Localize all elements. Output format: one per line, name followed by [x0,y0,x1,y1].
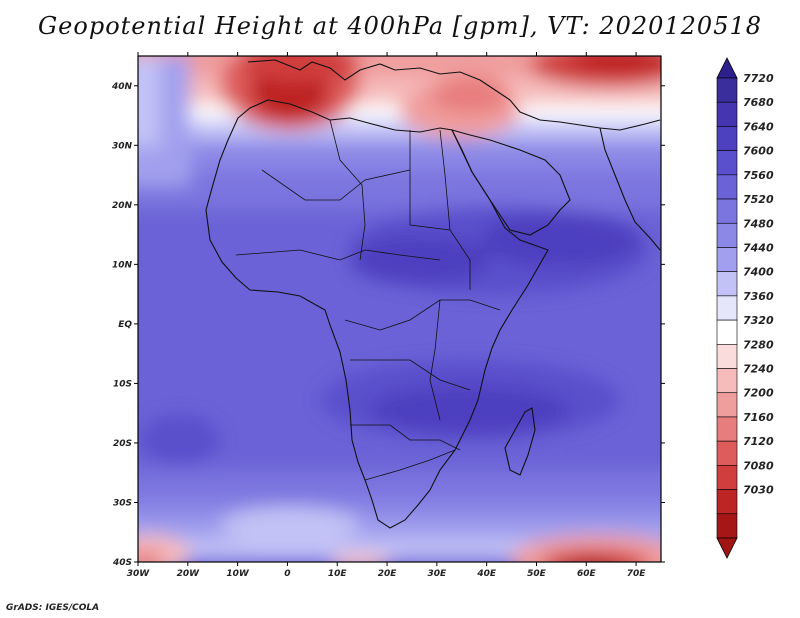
lon-label: 60E [577,569,597,579]
map-frame [137,55,662,563]
colorbar-swatch [716,319,738,345]
colorbar-swatch [716,198,738,224]
lon-label: 20E [378,569,398,579]
map-title: Geopotential Height at 400hPa [gpm], VT:… [38,12,762,40]
colorbar-label: 7520 [743,193,774,206]
lon-label: 10E [328,569,348,579]
longitude-labels: 30W 20W 10W 0 10E 20E 30E 40E 50E 60E 70E [127,569,647,579]
colorbar-swatch [716,392,738,418]
colorbar-swatch [716,126,738,151]
colorbar: 7720 7680 7640 7600 7560 7520 7480 7440 7400 7360… [716,57,774,559]
colorbar-top-arrow [716,57,738,79]
colorbar-swatch [716,416,738,442]
lat-label: EQ [118,320,132,330]
colorbar-label: 7680 [743,96,774,109]
lat-label: 30N [112,141,133,151]
colorbar-label: 7440 [743,241,774,254]
colorbar-swatch [716,295,738,321]
colorbar-swatch [716,440,738,466]
lon-label: 20W [177,569,201,579]
latitude-labels: 40N 30N 20N 10N EQ 10S 20S 30S 40S [111,82,133,568]
country-borders [235,119,501,481]
lon-label: 30E [428,569,448,579]
colorbar-swatch [716,247,738,272]
colorbar-label: 7480 [743,217,774,230]
lat-label: 40N [111,82,133,92]
lon-label: 10W [226,569,250,579]
colorbar-label: 7600 [743,145,774,158]
colorbar-swatch [716,513,738,539]
lon-label: 30W [127,569,151,579]
colorbar-bottom-arrow [716,537,738,559]
colorbar-label: 7080 [743,459,774,472]
colorbar-label: 7560 [743,169,774,182]
colorbar-label: 7030 [743,484,774,497]
colorbar-swatch [716,77,738,103]
height-field [138,56,661,562]
lon-label: 70E [627,569,647,579]
colorbar-label: 7640 [743,120,774,133]
colorbar-swatch [716,174,738,200]
lon-label: 50E [527,569,547,579]
colorbar-label: 7240 [743,363,774,376]
lat-label: 10S [113,379,132,389]
lat-label: 30S [113,498,132,508]
lon-label: 0 [284,569,290,579]
coastlines [205,59,661,529]
colorbar-label: 7200 [743,387,774,400]
colorbar-label: 7320 [743,314,774,327]
lat-label: 10N [112,260,133,270]
lat-label: 40S [112,558,132,568]
colorbar-swatch [716,150,738,176]
lon-label: 40E [476,569,497,579]
colorbar-label: 7120 [743,435,774,448]
colorbar-label: 7720 [743,72,774,85]
colorbar-swatch [716,489,738,515]
colorbar-label: 7360 [743,290,774,303]
colorbar-swatch [716,271,738,297]
axis-ticks [134,52,665,566]
lat-label: 20S [113,439,132,449]
colorbar-swatch [716,222,738,248]
colorbar-swatch [716,465,738,490]
colorbar-swatch [716,368,738,394]
colorbar-swatch [716,101,738,127]
colorbar-label: 7160 [743,411,774,424]
colorbar-label: 7280 [743,338,774,351]
colorbar-swatch [716,344,738,369]
colorbar-label: 7400 [743,266,774,279]
credit-label: GrADS: IGES/COLA [6,603,100,613]
lat-label: 20N [112,201,133,211]
